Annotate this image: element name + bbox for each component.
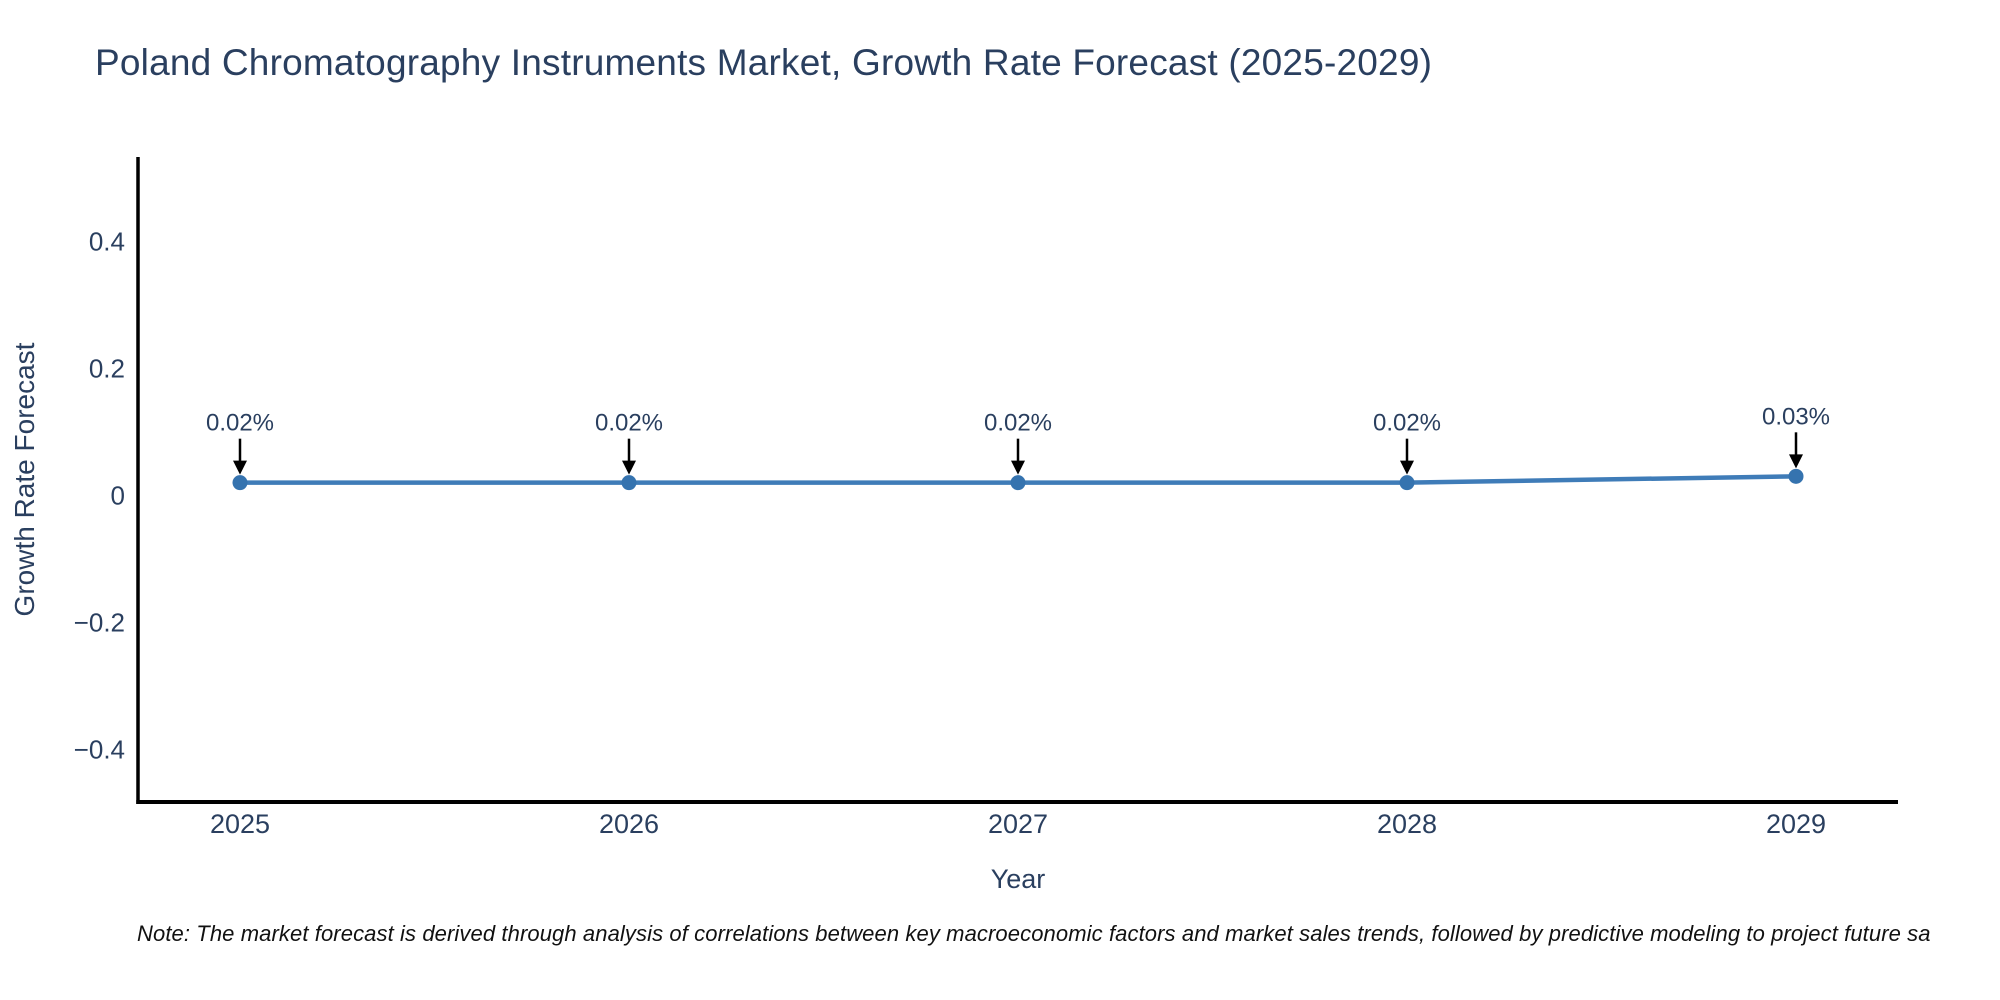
data-point-marker <box>621 475 637 491</box>
annotation-arrowhead-icon <box>1011 460 1025 475</box>
y-tick-label: 0 <box>111 480 125 510</box>
y-tick-label: −0.2 <box>74 607 125 637</box>
annotation-arrowhead-icon <box>1789 454 1803 469</box>
chart-footnote: Note: The market forecast is derived thr… <box>137 921 1931 946</box>
y-tick-label: 0.4 <box>89 226 125 256</box>
data-point-label: 0.03% <box>1762 403 1830 430</box>
x-axis-title: Year <box>991 864 1046 894</box>
x-tick-label: 2026 <box>599 809 659 839</box>
data-point-label: 0.02% <box>595 410 663 437</box>
data-point-label: 0.02% <box>984 410 1052 437</box>
x-tick-label: 2028 <box>1377 809 1437 839</box>
data-point-marker <box>1010 475 1026 491</box>
data-point-marker <box>1788 468 1804 484</box>
x-tick-label: 2027 <box>988 809 1048 839</box>
chart-title: Poland Chromatography Instruments Market… <box>95 42 1433 83</box>
data-point-marker <box>1399 475 1415 491</box>
annotation-arrowhead-icon <box>1400 460 1414 475</box>
annotation-arrowhead-icon <box>233 460 247 475</box>
data-point-label: 0.02% <box>1373 410 1441 437</box>
x-tick-label: 2025 <box>210 809 270 839</box>
y-tick-label: −0.4 <box>74 734 125 764</box>
annotation-arrowhead-icon <box>622 460 636 475</box>
y-tick-label: 0.2 <box>89 353 125 383</box>
y-axis-title: Growth Rate Forecast <box>9 342 40 616</box>
data-point-label: 0.02% <box>206 410 274 437</box>
data-point-marker <box>232 475 248 491</box>
x-tick-label: 2029 <box>1766 809 1826 839</box>
